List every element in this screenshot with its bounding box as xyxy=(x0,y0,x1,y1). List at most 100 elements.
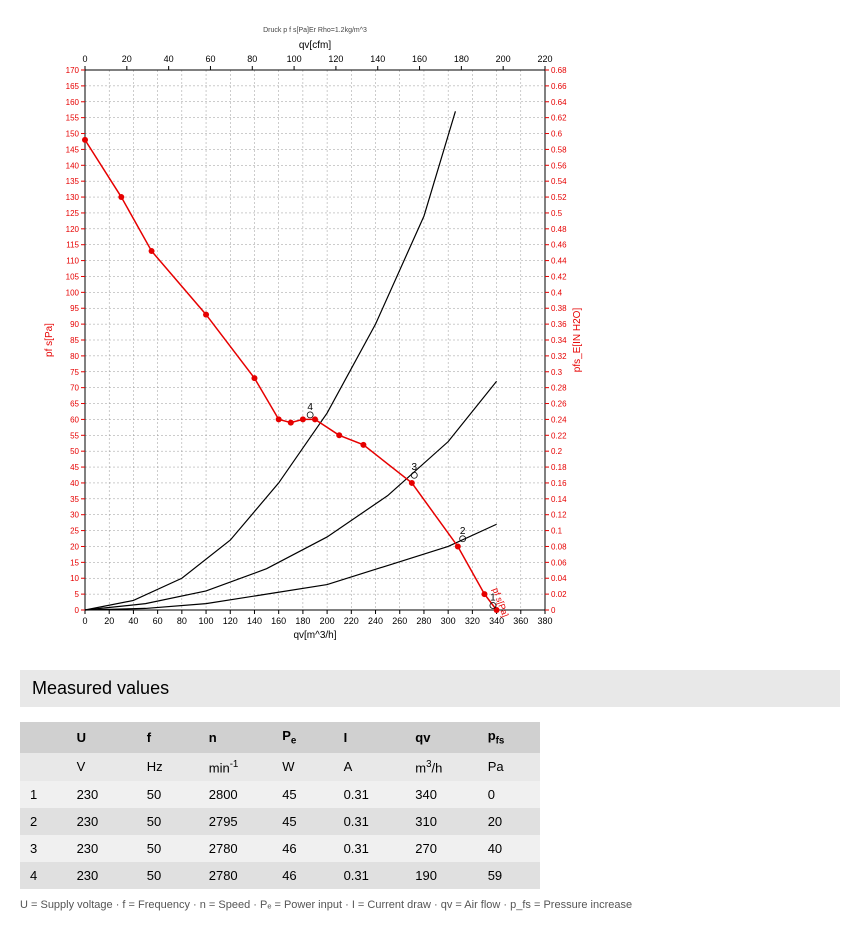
table-header-sym: I xyxy=(334,722,406,753)
svg-text:100: 100 xyxy=(66,288,80,297)
svg-text:0.52: 0.52 xyxy=(551,193,567,202)
svg-text:Druck p f s[Pa]Er Rho=1.2kg/m^: Druck p f s[Pa]Er Rho=1.2kg/m^3 xyxy=(263,27,367,34)
svg-text:80: 80 xyxy=(247,54,257,64)
svg-text:110: 110 xyxy=(66,257,79,266)
svg-text:0.38: 0.38 xyxy=(551,304,567,313)
svg-text:0.58: 0.58 xyxy=(551,145,567,154)
svg-text:0.36: 0.36 xyxy=(551,320,567,329)
svg-text:160: 160 xyxy=(271,616,286,626)
svg-text:1: 1 xyxy=(490,592,496,603)
svg-text:300: 300 xyxy=(441,616,456,626)
svg-text:120: 120 xyxy=(223,616,238,626)
svg-text:75: 75 xyxy=(70,368,79,377)
svg-text:0.44: 0.44 xyxy=(551,257,567,266)
svg-text:140: 140 xyxy=(370,54,385,64)
svg-text:0.2: 0.2 xyxy=(551,447,563,456)
svg-text:2: 2 xyxy=(460,526,466,537)
svg-text:115: 115 xyxy=(66,241,79,250)
svg-text:85: 85 xyxy=(70,336,79,345)
svg-text:320: 320 xyxy=(465,616,480,626)
svg-text:0.62: 0.62 xyxy=(551,114,567,123)
svg-text:150: 150 xyxy=(66,130,80,139)
svg-text:200: 200 xyxy=(320,616,335,626)
svg-text:0.24: 0.24 xyxy=(551,415,567,424)
table-header-unit: Hz xyxy=(137,753,199,781)
svg-text:60: 60 xyxy=(70,415,79,424)
table-row: 2230502795450.3131020 xyxy=(20,808,540,835)
table-legend: U = Supply voltage · f = Frequency · n =… xyxy=(20,899,840,911)
svg-text:0.5: 0.5 xyxy=(551,209,563,218)
svg-text:0.34: 0.34 xyxy=(551,336,567,345)
table-header-unit xyxy=(20,753,67,781)
svg-text:70: 70 xyxy=(70,384,79,393)
table-header-unit: A xyxy=(334,753,406,781)
svg-text:125: 125 xyxy=(66,209,80,218)
svg-text:220: 220 xyxy=(537,54,552,64)
svg-text:120: 120 xyxy=(328,54,343,64)
svg-text:0.42: 0.42 xyxy=(551,272,567,281)
svg-text:380: 380 xyxy=(537,616,552,626)
table-header-sym xyxy=(20,722,67,753)
svg-text:0.12: 0.12 xyxy=(551,511,567,520)
measured-values-section: Measured values UfnPeIqvpfs VHzmin-1WAm3… xyxy=(20,670,840,911)
svg-text:0.04: 0.04 xyxy=(551,574,567,583)
table-header-sym: n xyxy=(199,722,272,753)
svg-text:0.6: 0.6 xyxy=(551,130,563,139)
table-header-unit: min-1 xyxy=(199,753,272,781)
svg-text:155: 155 xyxy=(66,114,80,123)
svg-text:165: 165 xyxy=(66,82,80,91)
svg-text:0: 0 xyxy=(75,606,80,615)
svg-text:260: 260 xyxy=(392,616,407,626)
svg-text:0: 0 xyxy=(82,54,87,64)
svg-text:qv[cfm]: qv[cfm] xyxy=(299,40,331,51)
svg-text:10: 10 xyxy=(70,574,79,583)
table-row: 3230502780460.3127040 xyxy=(20,835,540,862)
svg-text:0.64: 0.64 xyxy=(551,98,567,107)
svg-text:130: 130 xyxy=(66,193,80,202)
svg-text:4: 4 xyxy=(307,402,313,413)
svg-text:qv[m^3/h]: qv[m^3/h] xyxy=(293,630,336,640)
svg-text:35: 35 xyxy=(70,495,79,504)
table-header-sym: f xyxy=(137,722,199,753)
svg-text:55: 55 xyxy=(70,431,79,440)
svg-text:0.66: 0.66 xyxy=(551,82,567,91)
svg-text:0.02: 0.02 xyxy=(551,590,567,599)
svg-text:100: 100 xyxy=(199,616,214,626)
svg-text:140: 140 xyxy=(247,616,262,626)
table-header-sym: Pe xyxy=(272,722,333,753)
svg-text:140: 140 xyxy=(66,161,80,170)
svg-text:90: 90 xyxy=(70,320,79,329)
svg-text:0.18: 0.18 xyxy=(551,463,567,472)
svg-text:95: 95 xyxy=(70,304,79,313)
svg-text:pfs_E[IN H2O]: pfs_E[IN H2O] xyxy=(572,308,583,373)
svg-text:0.28: 0.28 xyxy=(551,384,567,393)
svg-text:240: 240 xyxy=(368,616,383,626)
svg-text:100: 100 xyxy=(287,54,302,64)
svg-text:0.22: 0.22 xyxy=(551,431,567,440)
svg-text:0.32: 0.32 xyxy=(551,352,567,361)
table-header-unit: V xyxy=(67,753,137,781)
svg-text:0.46: 0.46 xyxy=(551,241,567,250)
svg-text:50: 50 xyxy=(70,447,79,456)
svg-text:160: 160 xyxy=(412,54,427,64)
svg-text:20: 20 xyxy=(122,54,132,64)
table-title: Measured values xyxy=(20,670,840,707)
svg-text:0.06: 0.06 xyxy=(551,558,567,567)
svg-text:15: 15 xyxy=(70,558,79,567)
svg-text:135: 135 xyxy=(66,177,80,186)
svg-text:280: 280 xyxy=(416,616,431,626)
svg-text:0.1: 0.1 xyxy=(551,527,563,536)
svg-text:20: 20 xyxy=(104,616,114,626)
table-header-sym: qv xyxy=(405,722,477,753)
svg-text:pf s[Pa]: pf s[Pa] xyxy=(44,323,55,357)
svg-text:0.54: 0.54 xyxy=(551,177,567,186)
svg-text:25: 25 xyxy=(70,527,79,536)
svg-text:160: 160 xyxy=(66,98,80,107)
svg-text:60: 60 xyxy=(153,616,163,626)
performance-chart: Druck p f s[Pa]Er Rho=1.2kg/m^3020406080… xyxy=(40,20,590,640)
svg-text:0.56: 0.56 xyxy=(551,161,567,170)
svg-text:40: 40 xyxy=(164,54,174,64)
svg-text:80: 80 xyxy=(70,352,79,361)
svg-text:20: 20 xyxy=(70,542,79,551)
svg-text:0.08: 0.08 xyxy=(551,542,567,551)
